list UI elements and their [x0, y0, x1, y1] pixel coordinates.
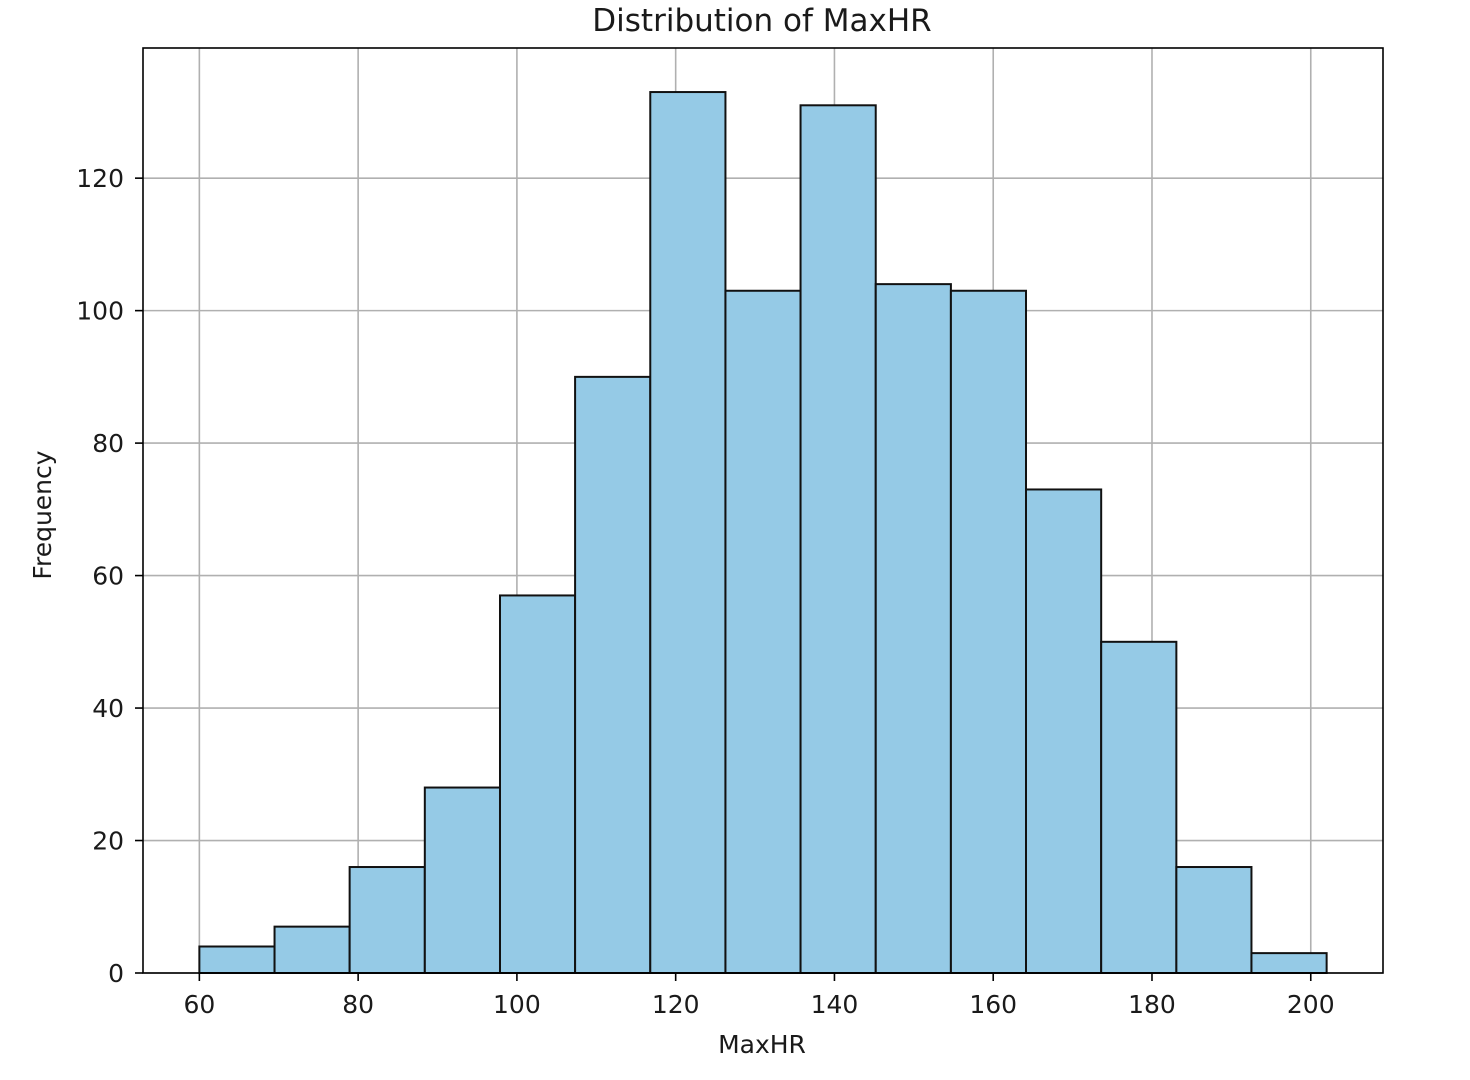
- x-tick-label: 160: [969, 990, 1017, 1019]
- y-tick-label: 40: [92, 694, 124, 723]
- x-axis-title: MaxHR: [718, 1030, 806, 1059]
- x-tick-label: 180: [1128, 990, 1176, 1019]
- histogram-bar: [348, 866, 426, 974]
- histogram-bar: [498, 594, 577, 974]
- x-tick-label: 60: [183, 990, 215, 1019]
- y-tick-label: 60: [92, 562, 124, 591]
- histogram-bar: [574, 375, 652, 974]
- histogram-bar: [1175, 866, 1253, 974]
- y-tick-label: 100: [76, 297, 124, 326]
- histogram-bar: [1250, 952, 1328, 975]
- x-tick-label: 120: [652, 990, 700, 1019]
- x-tick-label: 80: [342, 990, 374, 1019]
- x-tick-label: 100: [493, 990, 541, 1019]
- plot-frame: [142, 47, 1384, 974]
- x-tick-label: 200: [1287, 990, 1335, 1019]
- y-axis-title: Frequency: [28, 450, 57, 579]
- histogram-bar: [198, 945, 276, 974]
- chart-title: Distribution of MaxHR: [592, 3, 931, 39]
- y-tick-label: 120: [76, 164, 124, 193]
- y-tick-label: 20: [92, 827, 124, 856]
- histogram-bar: [273, 925, 351, 975]
- y-tick-label: 0: [108, 959, 124, 988]
- axis-ticks: 60 80 100 120 140 160 180 200 0 20 40 60 80 100 120: [76, 164, 1334, 1019]
- histogram-bar: [1025, 488, 1103, 974]
- y-tick-label: 80: [92, 429, 124, 458]
- histogram-bar: [423, 786, 501, 974]
- x-tick-label: 140: [811, 990, 859, 1019]
- histogram-bar: [649, 91, 727, 975]
- histogram-bar: [724, 289, 802, 975]
- histogram-bar: [949, 289, 1028, 975]
- histogram-bars: [198, 91, 1328, 975]
- histogram-bar: [874, 283, 952, 974]
- histogram-bar: [799, 104, 877, 974]
- histogram-bar: [1100, 640, 1178, 974]
